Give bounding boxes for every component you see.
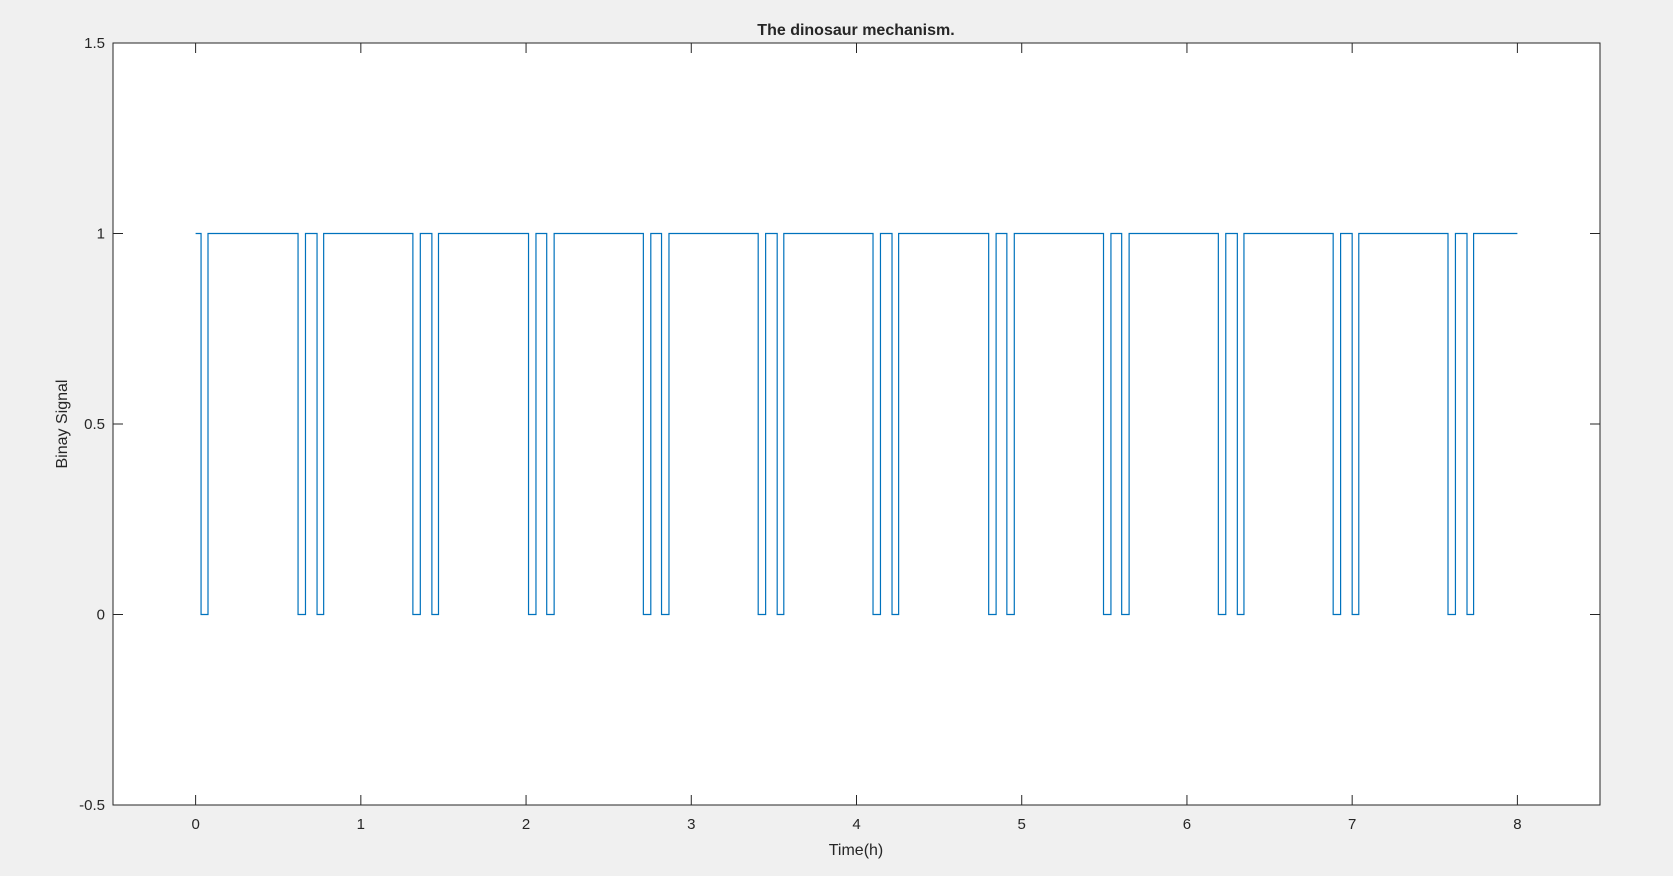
x-tick-label: 8	[1513, 816, 1521, 833]
x-tick-label: 2	[522, 816, 530, 833]
y-tick-label: 1.5	[84, 35, 105, 52]
y-tick-label: -0.5	[79, 797, 105, 814]
axes-background	[113, 43, 1600, 805]
series-line-0	[195, 232, 1518, 616]
plot-area	[195, 232, 1518, 616]
x-tick-label: 5	[1018, 816, 1026, 833]
x-tick-label: 1	[357, 816, 365, 833]
x-tick-label: 7	[1348, 816, 1356, 833]
chart-title: The dinosaur mechanism.	[757, 22, 954, 39]
x-axis-label: Time(h)	[829, 842, 884, 859]
x-tick-label: 6	[1183, 816, 1191, 833]
x-tick-label: 0	[191, 816, 199, 833]
x-tick-label: 3	[687, 816, 695, 833]
ticks: 0 1 2 3 4 5 6 7 8 -0.5 0 0.5 1 1.5	[79, 35, 1600, 833]
y-tick-label: 0	[97, 607, 105, 624]
y-tick-label: 1	[97, 226, 105, 243]
y-tick-label: 0.5	[84, 416, 105, 433]
x-tick-label: 4	[852, 816, 860, 833]
y-axis-label: Binay Signal	[54, 380, 71, 469]
